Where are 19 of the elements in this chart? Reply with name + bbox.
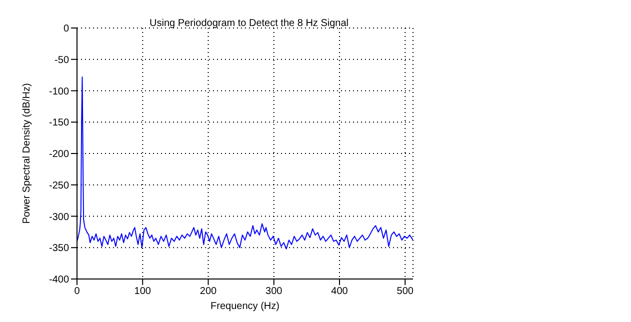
y-axis-title: Power Spectral Density (dB/Hz) bbox=[22, 83, 33, 224]
x-tick-label: 500 bbox=[396, 286, 414, 298]
y-tick-label: 0 bbox=[63, 24, 70, 35]
y-tick-label: -300 bbox=[48, 212, 70, 223]
x-tick-label: 400 bbox=[331, 286, 348, 298]
x-tick-label: 200 bbox=[200, 286, 218, 298]
y-tick-label: -100 bbox=[48, 86, 70, 98]
y-tick-label: -150 bbox=[48, 118, 70, 129]
y-tick-label: -400 bbox=[48, 274, 70, 286]
y-tick-label: -350 bbox=[48, 243, 70, 254]
x-tick-label: 100 bbox=[134, 286, 152, 298]
x-axis-title: Frequency (Hz) bbox=[210, 301, 280, 312]
y-tick-label: -200 bbox=[48, 149, 70, 160]
y-tick-label: -250 bbox=[48, 180, 70, 192]
line-series bbox=[77, 76, 413, 250]
x-tick-label: 0 bbox=[74, 286, 80, 298]
x-tick-label: 300 bbox=[266, 286, 283, 298]
chart-title: Using Periodogram to Detect the 8 Hz Signal bbox=[148, 18, 350, 29]
y-tick-label: -50 bbox=[54, 54, 70, 66]
